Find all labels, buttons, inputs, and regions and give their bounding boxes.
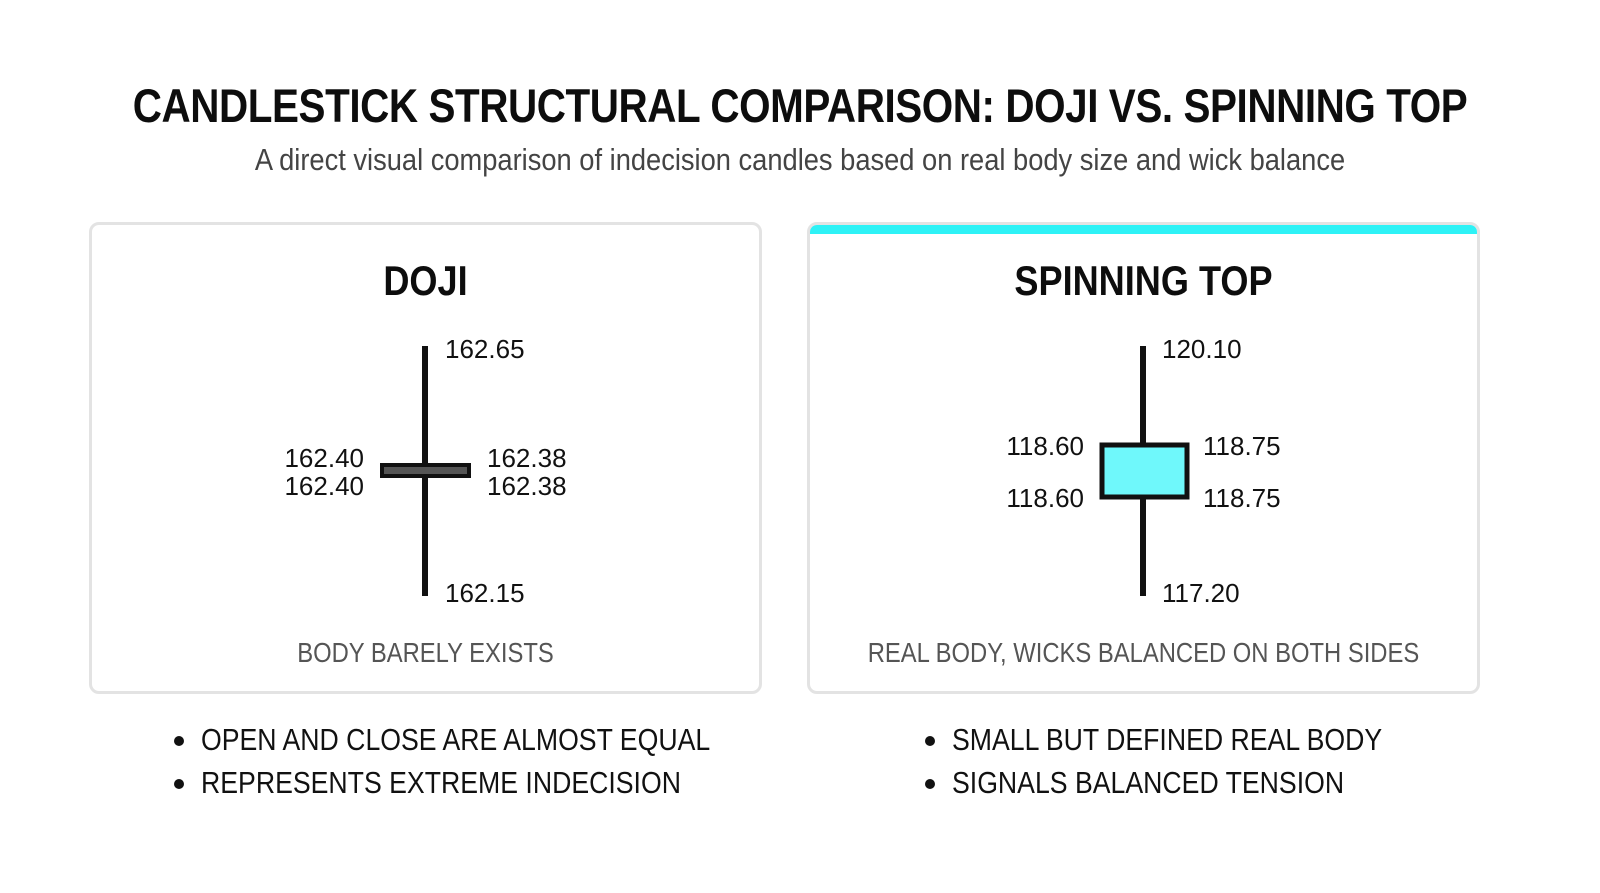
doji-caption: BODY BARELY EXISTS — [297, 637, 554, 668]
doji-close-label-top: 162.38 — [487, 443, 567, 473]
list-item: REPRESENTS EXTREME INDECISION — [174, 761, 793, 804]
doji-open-label-bottom: 162.40 — [284, 471, 364, 501]
spinning-top-high-label: 120.10 — [1162, 334, 1242, 364]
page-title: CANDLESTICK STRUCTURAL COMPARISON: DOJI … — [132, 79, 1468, 132]
doji-open-label-top: 162.40 — [284, 443, 364, 473]
spinning-top-bullet-list: SMALL BUT DEFINED REAL BODY SIGNALS BALA… — [925, 718, 1452, 804]
page-subtitle: A direct visual comparison of indecision… — [254, 142, 1346, 177]
spinning-top-close-label-top: 118.75 — [1203, 431, 1281, 461]
spinning-top-open-label-bottom: 118.60 — [1006, 483, 1084, 513]
spinning-top-low-label: 117.20 — [1162, 578, 1240, 608]
doji-card: DOJI 162.65 162.40 162.40 162.38 162.38 … — [89, 222, 762, 694]
doji-close-label-bottom: 162.38 — [487, 471, 567, 501]
spinning-top-caption: REAL BODY, WICKS BALANCED ON BOTH SIDES — [867, 637, 1420, 668]
list-item: OPEN AND CLOSE ARE ALMOST EQUAL — [174, 718, 793, 761]
spinning-top-card: SPINNING TOP 120.10 118.60 118.60 118.75… — [807, 222, 1480, 694]
spinning-top-close-label-bottom: 118.75 — [1203, 483, 1281, 513]
spinning-top-candle-diagram: 120.10 118.60 118.60 118.75 118.75 117.2… — [1006, 334, 1281, 608]
list-item: SIGNALS BALANCED TENSION — [925, 761, 1452, 804]
spinning-top-body — [1099, 442, 1190, 500]
doji-body — [380, 463, 471, 478]
doji-candle-diagram: 162.65 162.40 162.40 162.38 162.38 162.1… — [284, 334, 567, 608]
doji-low-label: 162.15 — [445, 578, 525, 608]
doji-high-label: 162.65 — [445, 334, 525, 364]
spinning-top-title: SPINNING TOP — [1014, 257, 1273, 304]
list-item: SMALL BUT DEFINED REAL BODY — [925, 718, 1452, 761]
spinning-top-open-label-top: 118.60 — [1006, 431, 1084, 461]
doji-title: DOJI — [383, 257, 468, 304]
spinning-top-accent-bar — [810, 225, 1477, 234]
doji-bullet-list: OPEN AND CLOSE ARE ALMOST EQUAL REPRESEN… — [174, 718, 793, 804]
